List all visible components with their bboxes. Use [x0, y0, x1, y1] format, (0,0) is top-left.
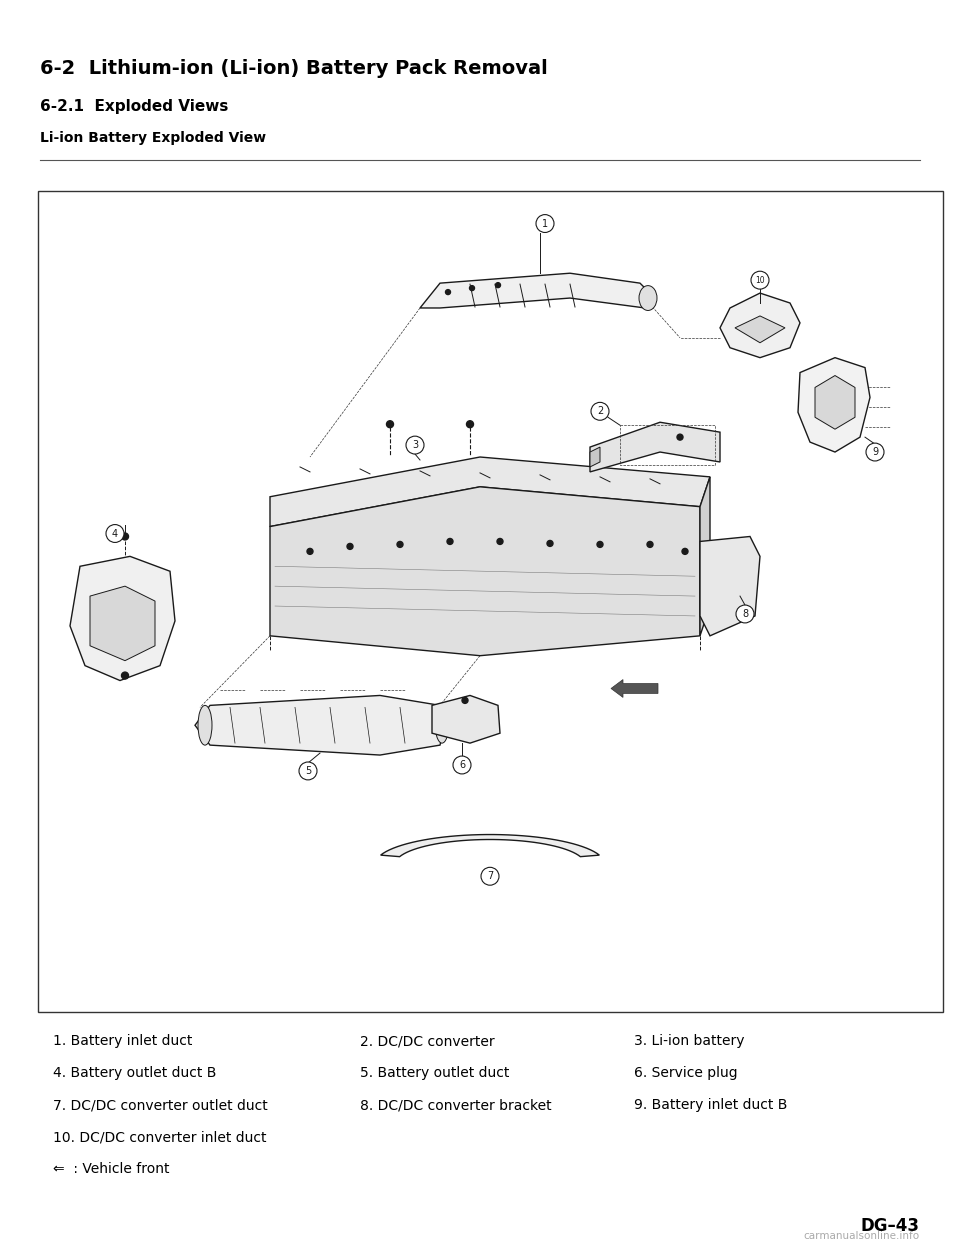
- Text: 7. DC/DC converter outlet duct: 7. DC/DC converter outlet duct: [53, 1098, 268, 1112]
- Circle shape: [647, 542, 653, 548]
- Text: 8: 8: [742, 609, 748, 619]
- Text: 9. Battery inlet duct B: 9. Battery inlet duct B: [634, 1098, 787, 1112]
- Polygon shape: [700, 537, 760, 636]
- Polygon shape: [70, 556, 175, 681]
- Text: 10: 10: [756, 276, 765, 284]
- Circle shape: [347, 544, 353, 549]
- Text: 3: 3: [412, 440, 418, 450]
- Circle shape: [387, 421, 394, 427]
- Polygon shape: [720, 293, 800, 358]
- Text: 4. Battery outlet duct B: 4. Battery outlet duct B: [53, 1066, 216, 1081]
- Text: 4: 4: [112, 529, 118, 539]
- Polygon shape: [735, 315, 785, 343]
- Text: 10. DC/DC converter inlet duct: 10. DC/DC converter inlet duct: [53, 1130, 266, 1144]
- Polygon shape: [420, 273, 650, 308]
- Circle shape: [597, 542, 603, 548]
- Text: Li-ion Battery Exploded View: Li-ion Battery Exploded View: [40, 130, 267, 145]
- Circle shape: [591, 402, 609, 420]
- Polygon shape: [798, 358, 870, 452]
- Circle shape: [106, 524, 124, 543]
- Polygon shape: [270, 457, 710, 527]
- Circle shape: [467, 421, 473, 427]
- Polygon shape: [590, 422, 720, 472]
- Text: 2: 2: [597, 406, 603, 416]
- Circle shape: [497, 539, 503, 544]
- Polygon shape: [815, 375, 855, 430]
- Circle shape: [866, 443, 884, 461]
- Text: DG–43: DG–43: [861, 1217, 920, 1235]
- Text: 3. Li-ion battery: 3. Li-ion battery: [634, 1035, 744, 1048]
- Circle shape: [536, 215, 554, 232]
- Circle shape: [453, 756, 471, 774]
- Circle shape: [299, 763, 317, 780]
- Circle shape: [469, 286, 474, 291]
- Text: 6-2.1  Exploded Views: 6-2.1 Exploded Views: [40, 98, 228, 114]
- Text: ⇐  : Vehicle front: ⇐ : Vehicle front: [53, 1163, 169, 1176]
- Ellipse shape: [639, 286, 657, 310]
- Circle shape: [495, 283, 500, 288]
- Circle shape: [445, 289, 450, 294]
- Polygon shape: [700, 477, 710, 636]
- Circle shape: [547, 540, 553, 546]
- Circle shape: [307, 549, 313, 554]
- Text: 7: 7: [487, 871, 493, 882]
- Text: 6: 6: [459, 760, 465, 770]
- Text: 1. Battery inlet duct: 1. Battery inlet duct: [53, 1035, 192, 1048]
- Circle shape: [122, 672, 129, 679]
- Circle shape: [481, 867, 499, 886]
- Polygon shape: [270, 487, 700, 656]
- Ellipse shape: [198, 705, 212, 745]
- Polygon shape: [90, 586, 155, 661]
- Circle shape: [677, 435, 683, 440]
- Polygon shape: [432, 696, 500, 743]
- Circle shape: [751, 271, 769, 289]
- Circle shape: [462, 698, 468, 703]
- Text: 5: 5: [305, 766, 311, 776]
- Text: 1: 1: [542, 219, 548, 229]
- Circle shape: [447, 539, 453, 544]
- Text: carmanualsonline.info: carmanualsonline.info: [804, 1232, 920, 1242]
- Text: 2. DC/DC converter: 2. DC/DC converter: [360, 1035, 494, 1048]
- Text: 8. DC/DC converter bracket: 8. DC/DC converter bracket: [360, 1098, 552, 1112]
- Text: 6-2  Lithium-ion (Li-ion) Battery Pack Removal: 6-2 Lithium-ion (Li-ion) Battery Pack Re…: [40, 60, 548, 78]
- FancyArrow shape: [611, 679, 658, 698]
- Circle shape: [682, 549, 688, 554]
- Circle shape: [406, 436, 424, 455]
- Polygon shape: [380, 835, 599, 857]
- Text: 9: 9: [872, 447, 878, 457]
- Bar: [38, 191, 943, 1012]
- Polygon shape: [590, 447, 600, 467]
- Circle shape: [397, 542, 403, 548]
- Circle shape: [736, 605, 754, 623]
- Text: 5. Battery outlet duct: 5. Battery outlet duct: [360, 1066, 510, 1081]
- Text: 6. Service plug: 6. Service plug: [634, 1066, 737, 1081]
- Ellipse shape: [435, 703, 449, 743]
- Polygon shape: [195, 696, 445, 755]
- Circle shape: [122, 533, 129, 540]
